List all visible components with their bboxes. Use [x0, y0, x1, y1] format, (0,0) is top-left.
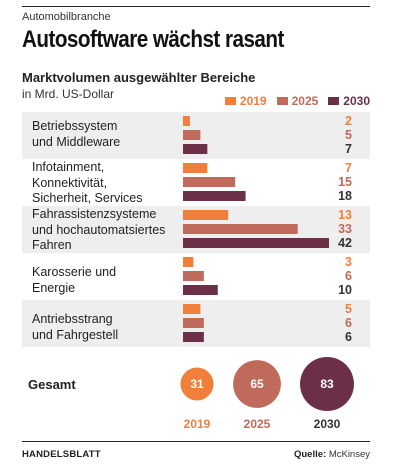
- legend-swatch-2030: [328, 97, 340, 105]
- bar-2030-cat2: [183, 238, 329, 248]
- headline: Autosoftware wächst rasant: [22, 26, 284, 53]
- bar-2030-cat3: [183, 285, 218, 295]
- value-label-2019-cat2: 13: [338, 208, 352, 222]
- total-bubble-2019: [180, 367, 214, 401]
- legend-item-2019: 2019: [224, 94, 267, 108]
- bar-2019-cat1: [183, 163, 208, 173]
- total-year-2025: 2025: [244, 417, 271, 431]
- bar-2019-cat3: [183, 257, 194, 267]
- value-label-2025-cat2: 33: [338, 222, 352, 236]
- category-label-2: Fahrassistenzsysteme und hochautomatsier…: [32, 207, 165, 254]
- legend-swatch-2019: [224, 97, 236, 105]
- category-label-line: Energie: [32, 280, 76, 295]
- category-label-line: und Middleware: [32, 134, 121, 149]
- total-value-2025: 65: [250, 377, 264, 391]
- source-value: McKinsey: [328, 449, 370, 460]
- bar-2025-cat2: [183, 224, 298, 234]
- bar-2025-cat4: [183, 318, 204, 328]
- legend-label-2019: 2019: [239, 94, 267, 108]
- value-label-2030-cat4: 6: [345, 330, 352, 344]
- category-label-line: Betriebssystem: [32, 119, 118, 133]
- category-label-3: Karosserie und Energie: [32, 265, 116, 296]
- top-rule: [22, 6, 370, 7]
- footer-rule: [22, 441, 370, 442]
- total-value-2030: 83: [320, 377, 334, 391]
- legend-item-2030: 2030: [328, 94, 370, 108]
- category-label-line: Antriebsstrang: [32, 312, 113, 326]
- bar-2025-cat1: [183, 177, 236, 187]
- value-label-2019-cat1: 7: [345, 161, 352, 175]
- category-label-line: und hochautomatsiertes: [32, 222, 166, 237]
- category-label-line: Karosserie und: [32, 265, 117, 279]
- value-label-2025-cat4: 6: [345, 316, 352, 330]
- bar-2025-cat0: [183, 130, 201, 140]
- category-label-line: Fahren: [32, 238, 72, 252]
- kicker: Automobilbranche: [22, 11, 111, 23]
- value-label-2025-cat0: 5: [345, 128, 352, 142]
- value-label-2025-cat3: 6: [345, 269, 352, 283]
- bar-2025-cat3: [183, 271, 204, 281]
- value-label-2030-cat3: 10: [338, 283, 352, 297]
- bar-2019-cat0: [183, 116, 190, 126]
- source-label: Quelle:: [293, 449, 327, 460]
- legend-item-2025: 2025: [276, 94, 319, 108]
- total-bubble-2025: [233, 360, 281, 408]
- value-label-2030-cat1: 18: [338, 189, 352, 203]
- legend-label-2025: 2025: [291, 94, 319, 108]
- chart-title: Marktvolumen ausgewählter Bereiche: [22, 70, 256, 85]
- total-label: Gesamt: [28, 377, 76, 392]
- legend: 2019 2025 2030: [224, 94, 370, 108]
- chart-unit: in Mrd. US-Dollar: [22, 87, 115, 101]
- value-label-2019-cat4: 5: [345, 302, 352, 316]
- category-label-1: Infotainment, Konnektivität, Sicherheit,…: [32, 160, 142, 207]
- bar-2030-cat1: [183, 191, 246, 201]
- value-label-2019-cat3: 3: [345, 255, 352, 269]
- total-bubble-2030: [300, 357, 354, 411]
- publisher: HANDELSBLATT: [22, 449, 101, 460]
- bar-2019-cat2: [183, 210, 229, 220]
- source: Quelle: McKinsey: [294, 449, 370, 460]
- value-label-2019-cat0: 2: [345, 114, 352, 128]
- category-label-0: Betriebssystem und Middleware: [32, 119, 120, 150]
- value-label-2030-cat0: 7: [345, 142, 352, 156]
- category-label-line: Fahrassistenzsysteme: [32, 207, 157, 221]
- legend-label-2030: 2030: [343, 94, 370, 108]
- bar-2019-cat4: [183, 304, 201, 314]
- legend-swatch-2025: [276, 97, 288, 105]
- category-label-4: Antriebsstrang und Fahrgestell: [32, 312, 118, 343]
- value-label-2025-cat1: 15: [338, 175, 352, 189]
- category-label-line: Sicherheit, Services: [32, 191, 143, 205]
- value-label-2030-cat2: 42: [338, 236, 352, 250]
- bar-2030-cat0: [183, 144, 208, 154]
- total-year-2019: 2019: [184, 417, 211, 431]
- category-label-line: und Fahrgestell: [32, 327, 119, 342]
- category-label-line: Konnektivität,: [32, 175, 108, 190]
- total-value-2019: 31: [190, 377, 204, 391]
- total-year-2030: 2030: [314, 417, 341, 431]
- category-label-line: Infotainment,: [32, 160, 105, 174]
- bar-2030-cat4: [183, 332, 204, 342]
